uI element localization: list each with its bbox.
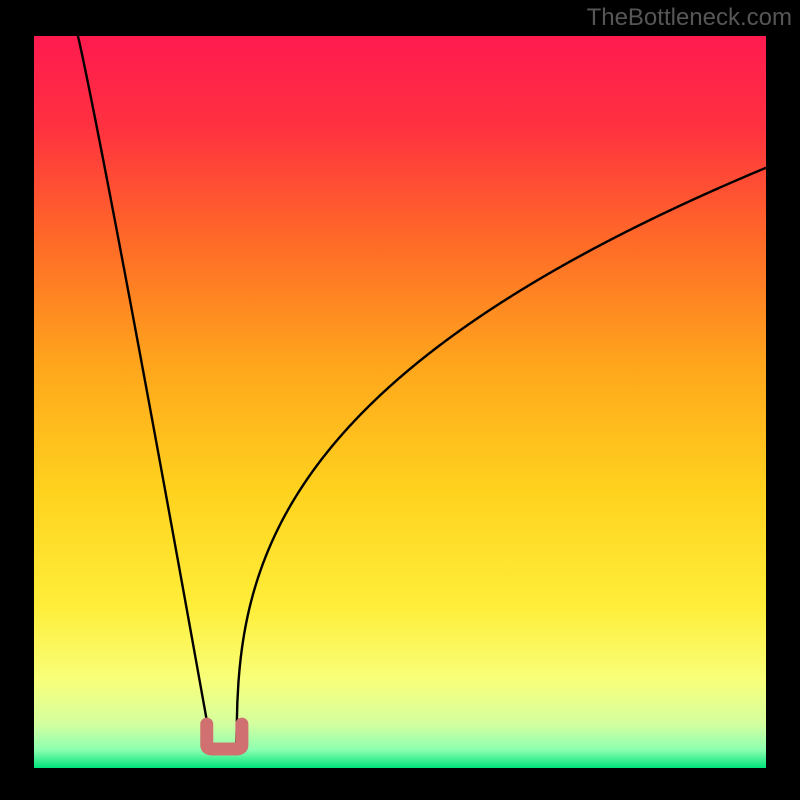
plot-background [34,36,766,768]
chart-stage: TheBottleneck.com [0,0,800,800]
watermark-text: TheBottleneck.com [587,4,792,32]
plot-area [34,36,766,768]
